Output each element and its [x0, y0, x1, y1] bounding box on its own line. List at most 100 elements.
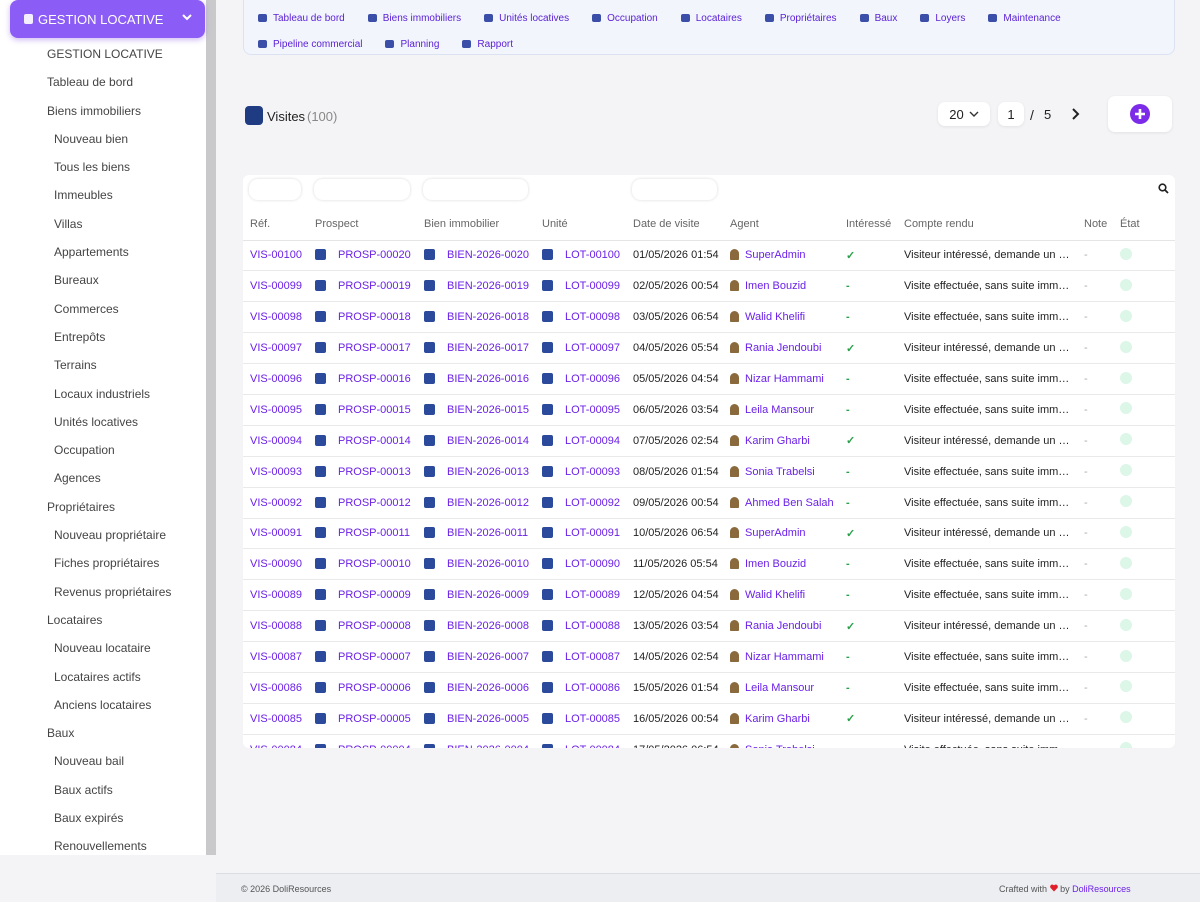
submenu-item[interactable]: Bureaux [54, 273, 99, 288]
record-link[interactable]: BIEN-2026-0004 [447, 744, 529, 748]
record-link[interactable]: Imen Bouzid [745, 558, 807, 571]
record-link[interactable]: BIEN-2026-0018 [447, 311, 529, 324]
submenu-item[interactable]: Nouveau propriétaire [54, 528, 167, 543]
record-link[interactable]: BIEN-2026-0016 [447, 373, 529, 385]
column-header[interactable]: Bien immobilier [417, 208, 535, 241]
record-link[interactable]: SuperAdmin [745, 249, 806, 262]
record-link[interactable]: BIEN-2026-0011 [447, 527, 529, 540]
record-link[interactable]: BIEN-2026-0010 [447, 558, 529, 571]
record-link[interactable]: LOT-00086 [565, 681, 621, 694]
record-link[interactable]: BIEN-2026-0013 [447, 465, 529, 478]
nav-tab[interactable]: Planning [385, 39, 439, 50]
record-link[interactable]: VIS-00093 [250, 465, 302, 478]
column-header[interactable]: Réf. [243, 208, 308, 241]
record-link[interactable]: Nizar Hammami [745, 651, 824, 664]
submenu-item[interactable]: Commerces [54, 301, 119, 316]
record-link[interactable]: BIEN-2026-0012 [447, 496, 529, 509]
menu-item[interactable]: Tableau de bord [47, 75, 134, 90]
filter-input[interactable] [632, 179, 717, 200]
nav-tab[interactable]: Maintenance [988, 13, 1061, 24]
record-link[interactable]: PROSP-00012 [338, 496, 411, 509]
record-link[interactable]: BIEN-2026-0007 [447, 651, 529, 664]
record-link[interactable]: PROSP-00019 [338, 280, 411, 293]
record-link[interactable]: BIEN-2026-0005 [447, 712, 529, 725]
record-link[interactable]: VIS-00099 [250, 280, 302, 293]
record-link[interactable]: PROSP-00020 [338, 249, 411, 262]
record-link[interactable]: PROSP-00013 [338, 465, 411, 478]
page-input[interactable]: 1 [998, 102, 1024, 126]
submenu-item[interactable]: Nouveau bail [54, 754, 125, 769]
record-link[interactable]: Karim Gharbi [745, 434, 810, 447]
submenu-item[interactable]: Anciens locataires [54, 697, 152, 712]
nav-tab[interactable]: Rapport [462, 39, 513, 50]
column-header[interactable]: Compte rendu [897, 208, 1077, 241]
record-link[interactable]: BIEN-2026-0009 [447, 589, 529, 602]
record-link[interactable]: BIEN-2026-0014 [447, 434, 529, 447]
submenu-item[interactable]: Baux expirés [54, 811, 124, 826]
record-link[interactable]: LOT-00090 [565, 558, 621, 571]
record-link[interactable]: Leila Mansour [745, 681, 815, 694]
filter-input[interactable] [423, 179, 528, 200]
nav-tab[interactable]: Tableau de bord [258, 13, 345, 24]
record-link[interactable]: PROSP-00018 [338, 311, 411, 324]
submenu-item[interactable]: Locaux industriels [54, 386, 151, 401]
record-link[interactable]: VIS-00088 [250, 620, 302, 633]
record-link[interactable]: PROSP-00004 [338, 744, 411, 748]
record-link[interactable]: LOT-00092 [565, 496, 621, 509]
record-link[interactable]: Rania Jendoubi [745, 620, 822, 633]
nav-tab[interactable]: Locataires [680, 13, 742, 24]
record-link[interactable]: Ahmed Ben Salah [745, 496, 834, 509]
submenu-item[interactable]: Unités locatives [54, 414, 139, 429]
submenu-item[interactable]: Baux actifs [54, 782, 113, 797]
record-link[interactable]: LOT-00100 [565, 249, 621, 262]
record-link[interactable]: PROSP-00015 [338, 403, 411, 416]
menu-item[interactable]: Biens immobiliers [47, 103, 142, 118]
record-link[interactable]: Leila Mansour [745, 403, 815, 416]
record-link[interactable]: PROSP-00010 [338, 558, 411, 571]
record-link[interactable]: LOT-00085 [565, 712, 621, 725]
record-link[interactable]: VIS-00092 [250, 496, 302, 509]
record-link[interactable]: BIEN-2026-0008 [447, 620, 529, 633]
module-button[interactable]: GESTION LOCATIVE [10, 0, 205, 38]
record-link[interactable]: LOT-00089 [565, 589, 621, 602]
page-size-select[interactable]: 20 [938, 102, 990, 126]
record-link[interactable]: VIS-00091 [250, 527, 302, 540]
submenu-item[interactable]: Nouveau locataire [54, 641, 151, 656]
column-header[interactable]: État [1113, 208, 1175, 241]
submenu-item[interactable]: Entrepôts [54, 329, 106, 344]
record-link[interactable]: BIEN-2026-0006 [447, 681, 529, 694]
record-link[interactable]: PROSP-00008 [338, 620, 411, 633]
menu-item[interactable]: GESTION LOCATIVE [47, 47, 163, 61]
submenu-item[interactable]: Appartements [54, 245, 129, 260]
brand-link[interactable]: DoliResources [1072, 884, 1131, 894]
nav-tab[interactable]: Propriétaires [764, 13, 837, 24]
record-link[interactable]: SuperAdmin [745, 527, 806, 540]
record-link[interactable]: PROSP-00016 [338, 373, 411, 385]
column-header[interactable]: Date de visite [626, 208, 723, 241]
record-link[interactable]: LOT-00095 [565, 403, 621, 416]
nav-tab[interactable]: Unités locatives [484, 13, 569, 24]
submenu-item[interactable]: Occupation [54, 443, 115, 458]
record-link[interactable]: BIEN-2026-0017 [447, 342, 529, 355]
record-link[interactable]: LOT-00084 [565, 744, 620, 748]
record-link[interactable]: Walid Khelifi [745, 311, 806, 324]
submenu-item[interactable]: Locataires actifs [54, 669, 141, 684]
record-link[interactable]: VIS-00094 [250, 434, 302, 447]
nav-tab[interactable]: Baux [859, 13, 897, 24]
submenu-item[interactable]: Villas [54, 216, 83, 231]
record-link[interactable]: LOT-00098 [565, 311, 621, 324]
submenu-item[interactable]: Immeubles [54, 188, 113, 203]
search-icon[interactable] [1158, 183, 1169, 194]
record-link[interactable]: VIS-00090 [250, 558, 302, 571]
record-link[interactable]: VIS-00084 [250, 744, 302, 748]
nav-tab[interactable]: Biens immobiliers [367, 13, 461, 24]
filter-input[interactable] [249, 179, 301, 200]
record-link[interactable]: LOT-00099 [565, 280, 621, 293]
record-link[interactable]: Rania Jendoubi [745, 342, 822, 355]
record-link[interactable]: Walid Khelifi [745, 589, 806, 602]
record-link[interactable]: PROSP-00005 [338, 712, 411, 725]
column-header[interactable]: Unité [535, 208, 626, 241]
record-link[interactable]: VIS-00085 [250, 712, 302, 725]
menu-item[interactable]: Locataires [47, 612, 103, 627]
record-link[interactable]: Imen Bouzid [745, 280, 807, 293]
